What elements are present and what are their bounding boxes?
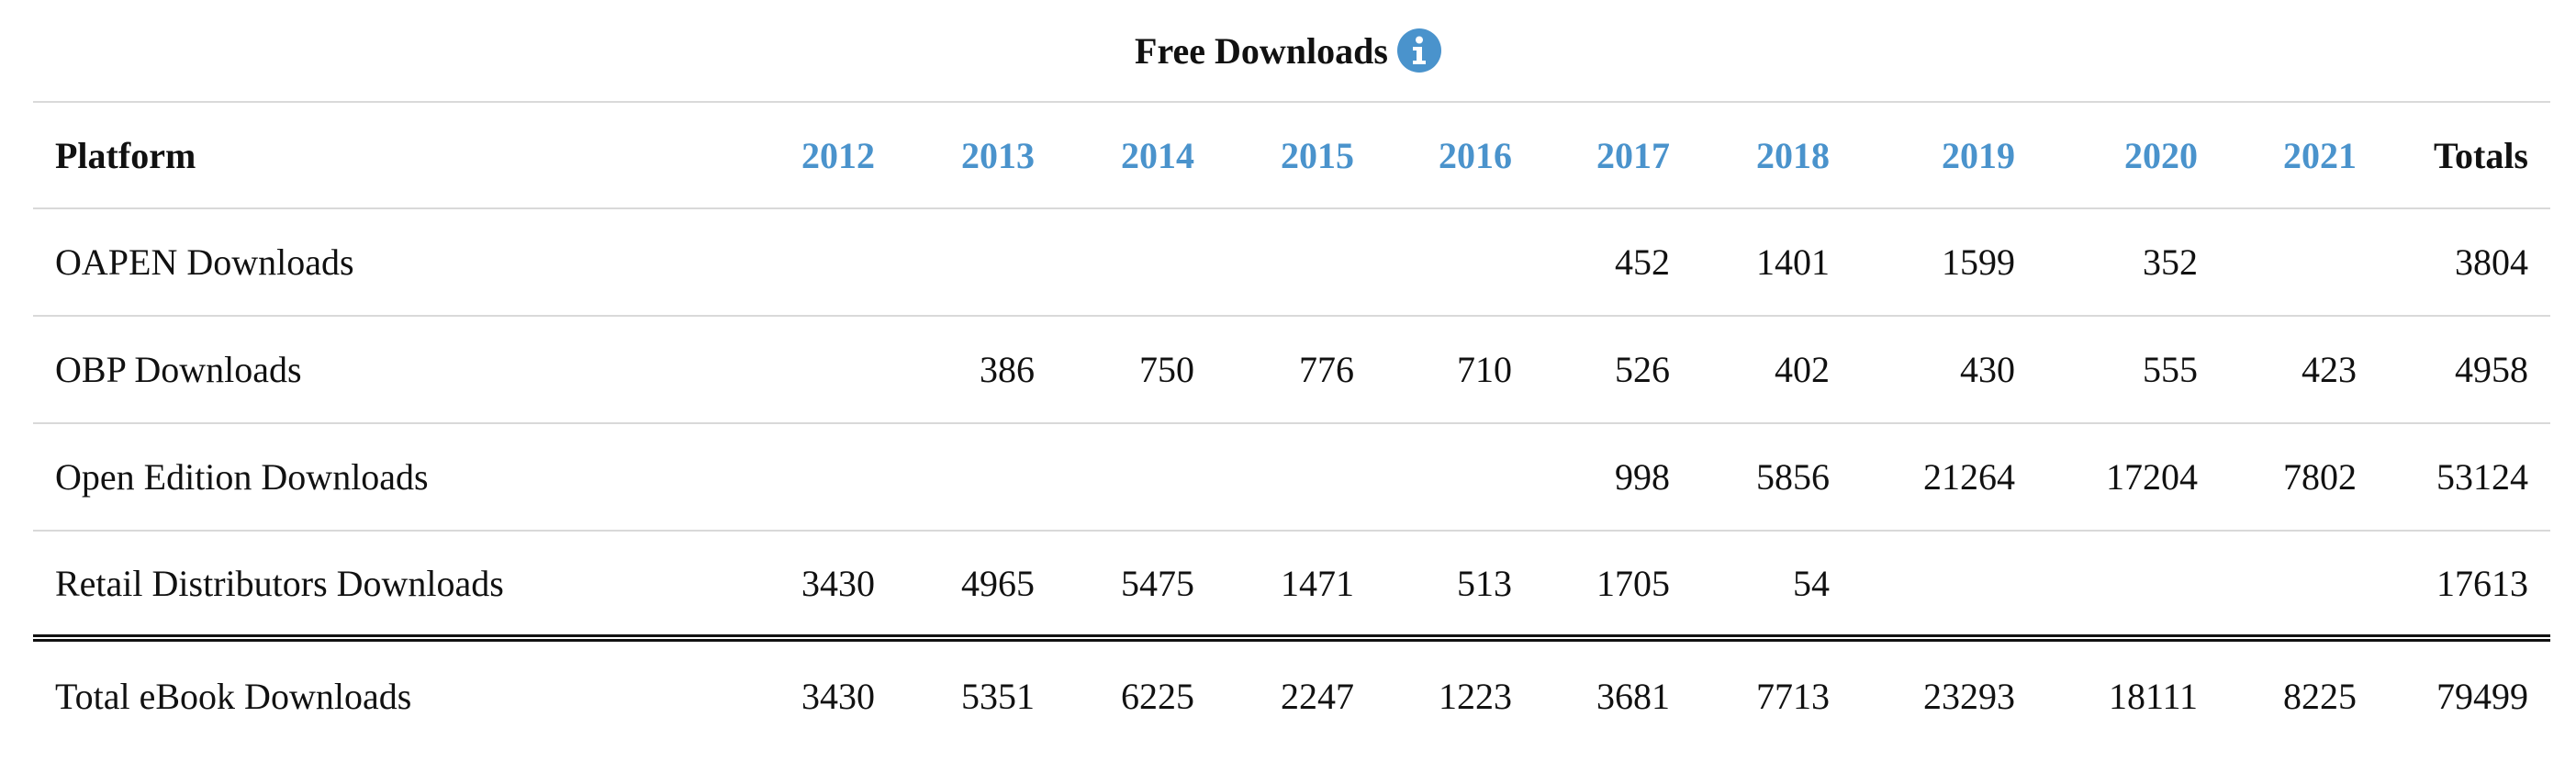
column-header-2012[interactable]: 2012 [801,134,875,176]
value-cell [2220,208,2379,316]
value-cell: 54 [1793,562,1830,604]
value-cell: 513 [1457,562,1512,604]
total-value-cell: 3430 [801,675,875,717]
column-header-2020[interactable]: 2020 [2124,134,2198,176]
column-header-2018[interactable]: 2018 [1756,134,1830,176]
value-cell [1376,208,1534,316]
row-total-cell: 17613 [2436,562,2528,604]
platform-cell: Total eBook Downloads [55,675,412,717]
platform-cell: Open Edition Downloads [55,456,429,498]
downloads-table: Platform 2012 2013 2014 2015 2016 2017 2… [33,101,2550,750]
value-cell [1216,423,1376,531]
table-row-oapen: OAPEN Downloads 452 1401 1599 352 3804 [33,208,2550,316]
column-header-2017[interactable]: 2017 [1596,134,1670,176]
row-total-cell: 3804 [2455,241,2528,283]
platform-cell: OBP Downloads [55,349,302,390]
value-cell: 5475 [1121,562,1194,604]
row-total-cell: 53124 [2436,456,2528,498]
value-cell: 750 [1139,349,1194,390]
value-cell [1852,531,2037,638]
total-value-cell: 8225 [2283,675,2357,717]
column-header-2019[interactable]: 2019 [1942,134,2015,176]
totals-row: Total eBook Downloads 3430 5351 6225 224… [33,638,2550,750]
value-cell: 386 [980,349,1035,390]
value-cell [1216,208,1376,316]
column-header-totals: Totals [2433,134,2528,176]
value-cell: 1471 [1281,562,1354,604]
header-row: Platform 2012 2013 2014 2015 2016 2017 2… [33,102,2550,208]
page-title: Free Downloads [1135,29,1388,72]
value-cell: 5856 [1756,456,1830,498]
value-cell: 17204 [2106,456,2198,498]
value-cell: 430 [1960,349,2015,390]
platform-cell: OAPEN Downloads [55,241,354,283]
value-cell: 776 [1299,349,1354,390]
total-value-cell: 1223 [1439,675,1512,717]
column-header-2016[interactable]: 2016 [1439,134,1512,176]
value-cell [740,423,897,531]
total-value-cell: 6225 [1121,675,1194,717]
info-circle-icon[interactable] [1396,28,1441,73]
value-cell: 710 [1457,349,1512,390]
total-value-cell: 2247 [1281,675,1354,717]
value-cell: 1401 [1756,241,1830,283]
table-row-retail: Retail Distributors Downloads 3430 4965 … [33,531,2550,638]
total-value-cell: 7713 [1756,675,1830,717]
value-cell: 423 [2302,349,2357,390]
total-value-cell: 18111 [2108,675,2198,717]
column-header-2021[interactable]: 2021 [2283,134,2357,176]
value-cell: 1599 [1942,241,2015,283]
total-value-cell: 5351 [961,675,1035,717]
value-cell [1376,423,1534,531]
total-value-cell: 3681 [1596,675,1670,717]
total-value-cell: 23293 [1923,675,2015,717]
value-cell: 526 [1615,349,1670,390]
value-cell: 7802 [2283,456,2357,498]
value-cell [897,208,1057,316]
column-header-2013[interactable]: 2013 [961,134,1035,176]
column-header-2014[interactable]: 2014 [1121,134,1194,176]
value-cell: 555 [2143,349,2198,390]
value-cell: 1705 [1596,562,1670,604]
table-row-open-edition: Open Edition Downloads 998 5856 21264 17… [33,423,2550,531]
grand-total-cell: 79499 [2436,675,2528,717]
value-cell: 402 [1775,349,1830,390]
value-cell: 998 [1615,456,1670,498]
value-cell: 3430 [801,562,875,604]
value-cell: 21264 [1923,456,2015,498]
value-cell [2220,531,2379,638]
row-total-cell: 4958 [2455,349,2528,390]
value-cell [2037,531,2220,638]
value-cell [1057,208,1216,316]
table-title-bar: Free Downloads [0,0,2576,101]
column-header-2015[interactable]: 2015 [1281,134,1354,176]
value-cell [897,423,1057,531]
value-cell: 4965 [961,562,1035,604]
platform-cell: Retail Distributors Downloads [55,562,504,604]
value-cell: 352 [2143,241,2198,283]
column-header-platform: Platform [55,134,196,176]
value-cell [740,316,897,423]
table-row-obp: OBP Downloads 386 750 776 710 526 402 43… [33,316,2550,423]
value-cell [1057,423,1216,531]
value-cell [740,208,897,316]
value-cell: 452 [1615,241,1670,283]
